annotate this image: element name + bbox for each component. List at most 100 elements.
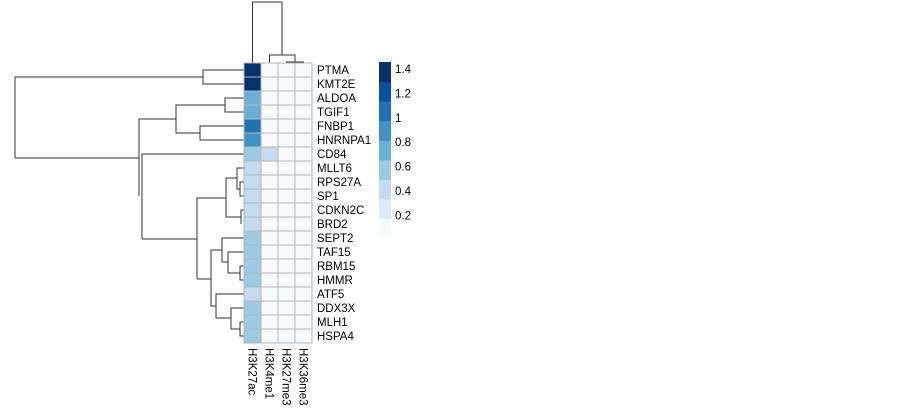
row-label: ALDOA [317, 93, 356, 105]
row-label: CDKN2C [317, 205, 364, 217]
heatmap-cell [277, 146, 296, 162]
heatmap-cell [260, 300, 279, 316]
heatmap-cell [277, 174, 296, 190]
row-label: SP1 [317, 191, 339, 203]
heatmap-cell [243, 328, 262, 344]
legend-tick-label: 0.8 [395, 137, 411, 149]
heatmap-cell [260, 272, 279, 288]
heatmap-cell [243, 90, 262, 106]
heatmap-cell [294, 202, 313, 218]
color-legend: 1.4 1.2 1 0.8 0.6 0.4 0.2 [379, 62, 412, 239]
heatmap-cell [294, 258, 313, 274]
heatmap-cell [260, 258, 279, 274]
heatmap-cell [294, 314, 313, 330]
row-label: KMT2E [317, 79, 356, 91]
heatmap-cell [277, 258, 296, 274]
heatmap-cell [294, 90, 313, 106]
heatmap-cell [243, 146, 262, 162]
legend-swatch [379, 120, 391, 141]
heatmap-cell [260, 244, 279, 260]
row-label: CD84 [317, 149, 347, 161]
column-label: H3K4me1 [263, 348, 275, 399]
heatmap-cell [260, 76, 279, 92]
heatmap-cell [260, 328, 279, 344]
heatmap-cell [294, 286, 313, 302]
heatmap-cell [260, 216, 279, 232]
heatmap-cell [243, 244, 262, 260]
heatmap-cell [243, 272, 262, 288]
legend-tick-label: 1 [395, 113, 401, 125]
heatmap-cell [277, 286, 296, 302]
column-dendrogram [252, 1, 304, 63]
heatmap-cells [243, 62, 313, 344]
heatmap-cell [243, 216, 262, 232]
legend-tick-label: 0.4 [395, 186, 412, 198]
legend-swatch [379, 159, 391, 180]
row-label: PTMA [317, 65, 349, 77]
heatmap-cell [294, 160, 313, 176]
legend-swatch [379, 81, 391, 102]
row-label: SEPT2 [317, 233, 353, 245]
row-label: ATF5 [317, 289, 344, 301]
column-labels: H3K27ac H3K4me1 H3K27me3 H3K36me3 [246, 348, 309, 406]
heatmap-cell [277, 314, 296, 330]
heatmap-cell [294, 132, 313, 148]
heatmap-cell [243, 300, 262, 316]
column-label: H3K27me3 [280, 348, 292, 406]
row-labels: PTMA KMT2E ALDOA TGIF1 FNBP1 HNRNPA1 CD84 MLLT6… [317, 65, 371, 343]
column-label: H3K36me3 [297, 348, 309, 406]
heatmap-cell [277, 328, 296, 344]
heatmap-cell [243, 202, 262, 218]
heatmap-cell [294, 118, 313, 134]
row-label: DDX3X [317, 303, 356, 315]
heatmap-cell [277, 118, 296, 134]
heatmap-cell [294, 300, 313, 316]
heatmap-cell [277, 90, 296, 106]
heatmap-cell [277, 76, 296, 92]
legend-swatch [379, 101, 391, 122]
heatmap-cell [243, 62, 262, 78]
heatmap-cell [243, 132, 262, 148]
heatmap-cell [243, 174, 262, 190]
heatmap-cell [294, 272, 313, 288]
heatmap-cell [294, 244, 313, 260]
heatmap-cell [243, 258, 262, 274]
row-label: TAF15 [317, 247, 351, 259]
heatmap-cell [260, 160, 279, 176]
heatmap-cell [277, 272, 296, 288]
heatmap-cell [294, 328, 313, 344]
heatmap-cell [260, 314, 279, 330]
heatmap-cell [243, 188, 262, 204]
row-dendrogram [14, 69, 244, 337]
legend-tick-label: 0.2 [395, 211, 411, 223]
heatmap-cell [277, 216, 296, 232]
row-label: RPS27A [317, 177, 361, 189]
column-label: H3K27ac [246, 348, 258, 396]
heatmap-cell [294, 188, 313, 204]
legend-tick-label: 0.6 [395, 162, 411, 174]
heatmap-cell [277, 202, 296, 218]
heatmap-cell [277, 62, 296, 78]
legend-swatch [379, 179, 391, 200]
row-label: TGIF1 [317, 107, 350, 119]
heatmap-cell [277, 104, 296, 120]
heatmap-cell [294, 62, 313, 78]
heatmap-cell [277, 244, 296, 260]
heatmap-cell [260, 174, 279, 190]
heatmap-cell [260, 90, 279, 106]
heatmap-cell [277, 188, 296, 204]
legend-swatch [379, 140, 391, 161]
legend-swatch [379, 62, 391, 83]
row-label: MLLT6 [317, 163, 352, 175]
heatmap-cell [277, 300, 296, 316]
heatmap-cell [243, 230, 262, 246]
legend-swatch [379, 198, 391, 219]
row-label: BRD2 [317, 219, 348, 231]
heatmap-cell [243, 314, 262, 330]
heatmap-cell [260, 286, 279, 302]
heatmap-cell [260, 202, 279, 218]
heatmap-cell [277, 132, 296, 148]
legend-tick-label: 1.2 [395, 88, 411, 100]
row-label: HSPA4 [317, 331, 354, 343]
